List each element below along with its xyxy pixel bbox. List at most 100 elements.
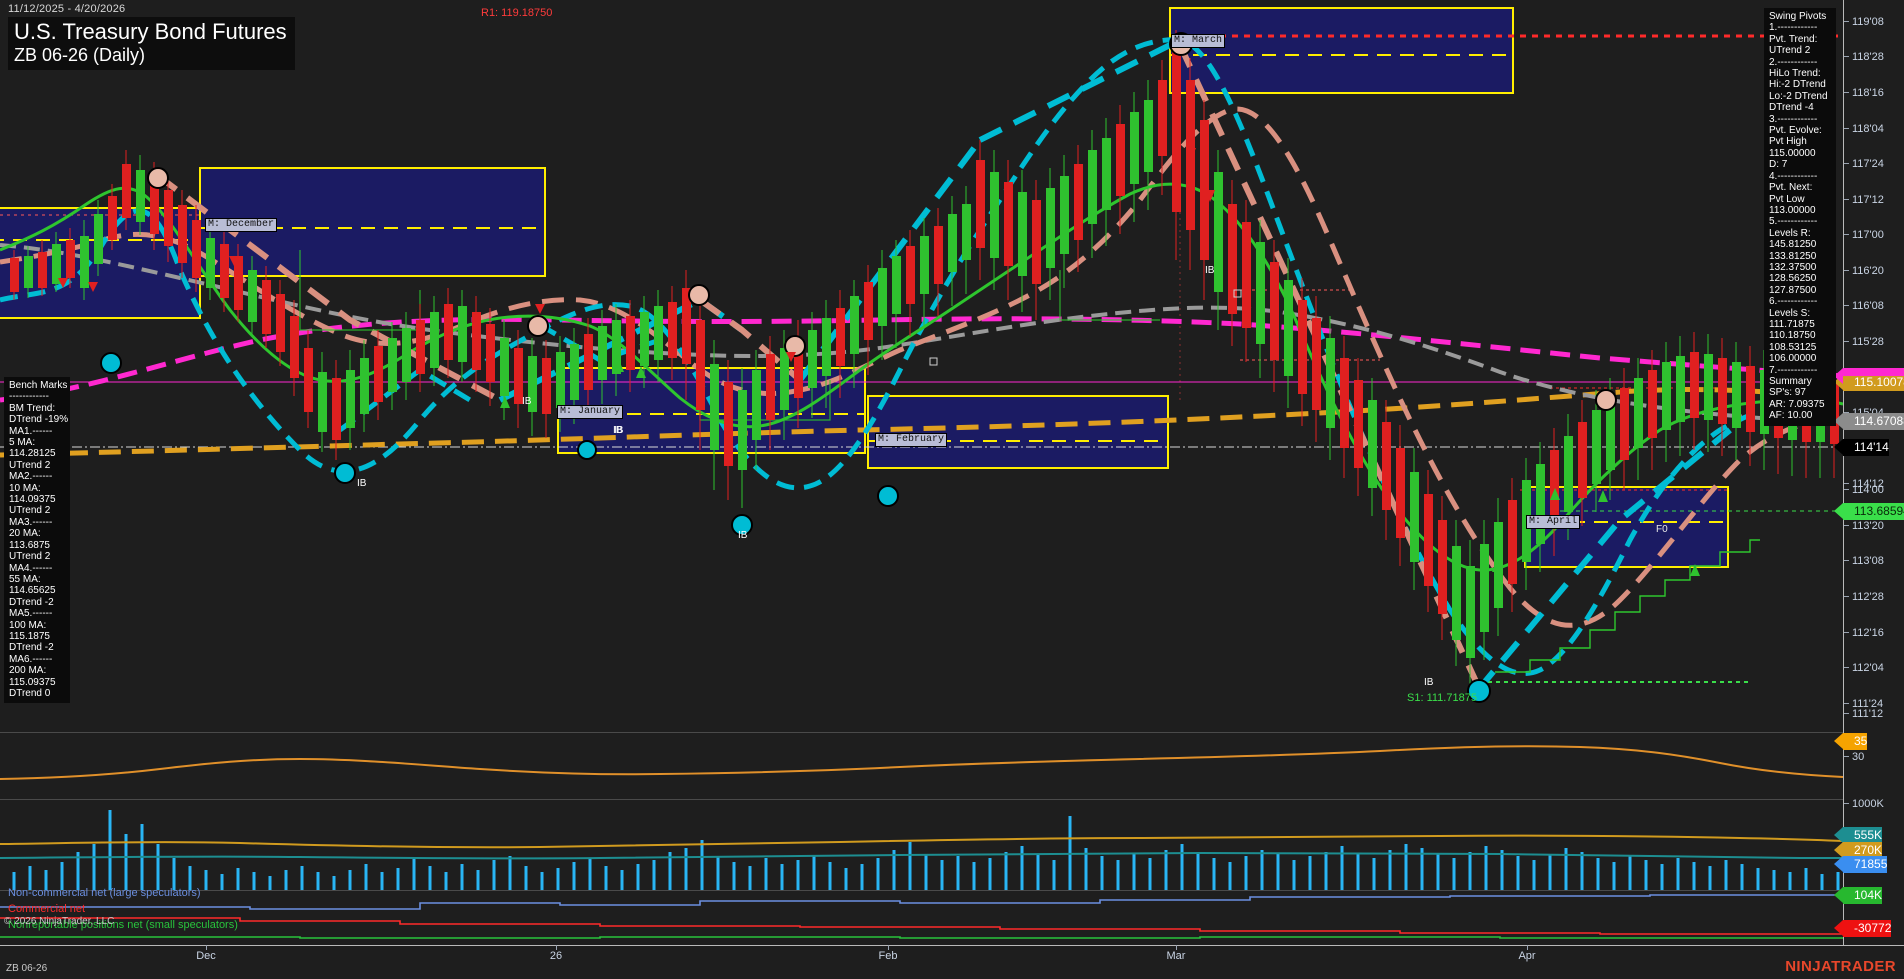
swing-pivot-row: 7.------------ xyxy=(1769,364,1818,376)
cot-panel[interactable]: Non-commercial net (large speculators) C… xyxy=(0,887,1843,945)
price-chart-panel[interactable]: R1: 119.18750 S1: 111.71875 M: December … xyxy=(0,0,1843,730)
cot-axis-flag[interactable]: -30772 xyxy=(1833,920,1892,937)
price-axis-tick: 116'20 xyxy=(1844,264,1904,278)
price-axis-tick: 112'28 xyxy=(1844,590,1904,604)
volume-axis-tick: 1000K xyxy=(1844,797,1904,811)
volume-axis-flag[interactable]: 270K xyxy=(1833,842,1883,859)
oscillator-panel[interactable] xyxy=(0,732,1843,798)
benchmark-row: BM Trend: xyxy=(9,402,56,414)
benchmark-row: 115.1875 xyxy=(9,630,50,642)
swing-pivot-row: AF: 10.00 xyxy=(1769,410,1813,422)
cot-legend-commercial: Commercial net xyxy=(8,903,86,915)
swing-pivot-row: 5.------------ xyxy=(1769,216,1818,228)
r1-level-label: R1: 119.18750 xyxy=(481,7,553,19)
benchmarks-info-box[interactable]: Bench Marks ------------ BM Trend: DTrend… xyxy=(4,377,70,704)
signal-arrows xyxy=(58,148,1700,576)
ib-marker-7: IB xyxy=(1424,677,1434,688)
month-box-label-january[interactable]: M: January xyxy=(557,405,624,419)
cot-legend-nonreportable: Nonreportable positions net (small specu… xyxy=(8,919,238,931)
swing-pivot-row: D: 7 xyxy=(1769,159,1788,171)
swing-pivot-row: 110.18750 xyxy=(1769,330,1816,342)
axis-tick-label: 117'00 xyxy=(1852,229,1884,241)
benchmark-row: DTrend 0 xyxy=(9,687,51,699)
month-box-label-december[interactable]: M: December xyxy=(205,218,278,232)
axis-tick-label: 114'00 xyxy=(1852,484,1884,496)
axis-flag-label: 114.67088 xyxy=(1854,414,1904,428)
ma-20-line xyxy=(0,106,1843,628)
price-axis-flag[interactable]: 114.67088 xyxy=(1834,413,1904,430)
price-chart-canvas[interactable] xyxy=(0,0,1843,730)
axis-flag-label: 114'14 xyxy=(1854,440,1889,454)
swing-pivot-row: Hi:-2 DTrend xyxy=(1769,79,1826,91)
month-box-label-february[interactable]: M: February xyxy=(875,433,948,447)
swing-pivot-row: 113.00000 xyxy=(1769,204,1816,216)
volume-panel[interactable] xyxy=(0,799,1843,890)
cot-axis-flag[interactable]: 104K xyxy=(1833,887,1883,904)
swing-pivot-row: Levels S: xyxy=(1769,307,1811,319)
benchmark-row: 113.6875 xyxy=(9,539,50,551)
benchmark-row: MA4.------ xyxy=(9,562,53,574)
volume-axis-flag[interactable]: 555K xyxy=(1833,827,1883,844)
chart-title-box: U.S. Treasury Bond Futures ZB 06-26 (Dai… xyxy=(8,17,295,70)
month-box-label-march[interactable]: M: March xyxy=(1171,34,1226,48)
recovery-channel-line xyxy=(1475,427,1732,692)
swing-pivot-row: 132.37500 xyxy=(1769,261,1817,273)
month-box-label-april[interactable]: M: April xyxy=(1526,515,1581,529)
axis-tick-label: 111'12 xyxy=(1852,708,1884,720)
axis-tick-label: 117'24 xyxy=(1852,158,1884,170)
time-axis-tick xyxy=(1176,945,1177,950)
swing-pivot-row: 3.------------ xyxy=(1769,113,1818,125)
axis-tick-label: 117'12 xyxy=(1852,194,1884,206)
axis-tick-mark xyxy=(1844,803,1849,804)
axis-tick-mark xyxy=(1844,163,1849,164)
ib-marker-2: IB xyxy=(522,396,532,407)
axis-tick-label: 114'12 xyxy=(1852,478,1884,490)
axis-tick-mark xyxy=(1844,703,1849,704)
price-axis-tick: 119'08 xyxy=(1844,15,1904,29)
swing-pivot-row: 6.------------ xyxy=(1769,296,1818,308)
benchmark-row: MA5.------ xyxy=(9,608,53,620)
axis-tick-label: 112'28 xyxy=(1852,591,1884,603)
axis-flag-label: -30772 xyxy=(1854,921,1892,935)
ib-marker-3: IB xyxy=(614,425,624,436)
ma-55-line xyxy=(0,243,1843,424)
axis-tick-label: 112'16 xyxy=(1852,627,1884,639)
volume-axis-flag[interactable]: 71855 xyxy=(1833,856,1888,873)
benchmark-row: 10 MA: xyxy=(9,482,41,494)
price-axis-tick: 115'28 xyxy=(1844,335,1904,349)
time-axis-tick xyxy=(1527,945,1528,950)
copyright-text: © 2026 NinjaTrader, LLC xyxy=(4,916,115,927)
benchmark-row: 5 MA: xyxy=(9,437,36,449)
benchmark-row: 114.65625 xyxy=(9,585,56,597)
instrument-title: U.S. Treasury Bond Futures xyxy=(14,19,287,44)
price-axis-tick: 112'16 xyxy=(1844,626,1904,640)
time-axis[interactable]: Dec 26 Feb Mar Apr xyxy=(0,945,1904,965)
ib-marker-6: IB xyxy=(1205,265,1215,276)
swing-pivot-row: Pvt High xyxy=(1769,136,1807,148)
axis-tick-label: 116'08 xyxy=(1852,300,1884,312)
time-axis-label: Feb xyxy=(878,950,898,962)
price-axis-tick: 118'28 xyxy=(1844,50,1904,64)
axis-tick-mark xyxy=(1844,56,1849,57)
commercial-net-line xyxy=(0,917,1843,935)
price-axis-flag[interactable]: 113.68594 xyxy=(1834,503,1904,520)
magenta-ma-flag[interactable] xyxy=(1834,368,1904,384)
axis-tick-mark xyxy=(1844,412,1849,413)
axis-tick-mark xyxy=(1844,489,1849,490)
swing-pivots-info-box[interactable]: Swing Pivots 1.------------ Pvt. Trend: UT… xyxy=(1764,8,1836,426)
benchmark-row: MA6.------ xyxy=(9,653,53,665)
price-axis-gutter[interactable]: 119'08 118'28 118'16 118'04 117'24 117'12 117'… xyxy=(1843,0,1904,945)
price-axis-tick: 111'12 xyxy=(1844,707,1904,721)
swing-pivot-row: 4.------------ xyxy=(1769,170,1818,182)
price-axis-flag[interactable]: 114'14 xyxy=(1834,439,1889,456)
noncommercial-net-line xyxy=(0,894,1843,910)
price-axis-tick: 117'00 xyxy=(1844,228,1904,242)
swing-pivot-row: AR: 7.09375 xyxy=(1769,398,1825,410)
swing-pivot-row: 106.00000 xyxy=(1769,353,1817,365)
cot-legend-noncommercial: Non-commercial net (large speculators) xyxy=(8,887,201,899)
price-axis-flag[interactable]: 115.10078 xyxy=(1834,374,1904,391)
axis-tick-label: 118'04 xyxy=(1852,123,1884,135)
axis-flag-label: 115.10078 xyxy=(1854,375,1904,389)
oscillator-axis-flag[interactable]: 35 xyxy=(1833,733,1868,750)
benchmark-row: 114.28125 xyxy=(9,448,56,460)
